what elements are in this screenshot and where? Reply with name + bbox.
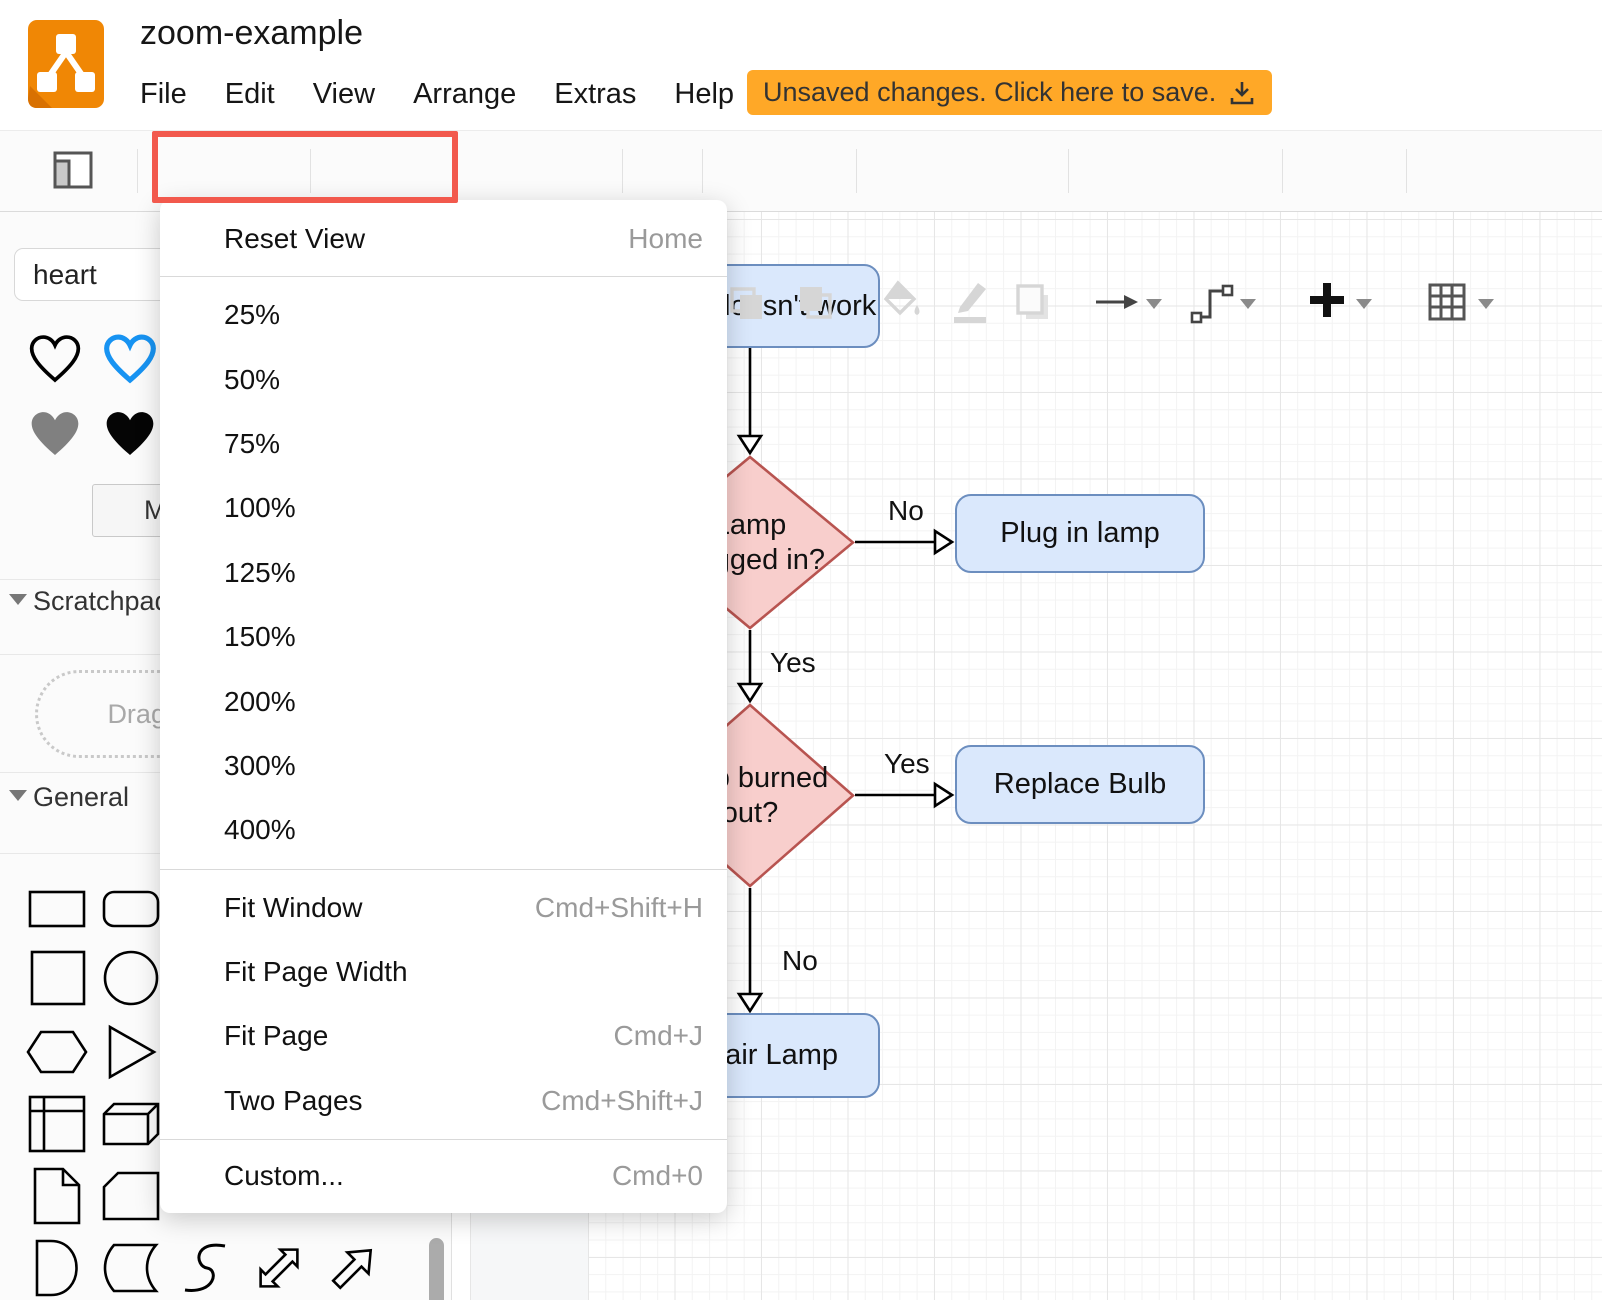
- search-value: heart: [33, 258, 97, 290]
- menubar: File Edit View Arrange Extras Help: [140, 78, 734, 111]
- toolbar-divider: [622, 149, 623, 193]
- document-title: zoom-example: [140, 14, 363, 52]
- unsaved-changes-banner[interactable]: Unsaved changes. Click here to save.: [747, 70, 1273, 115]
- shape-curve[interactable]: [168, 1232, 242, 1300]
- scratchpad-collapse-icon[interactable]: [9, 594, 27, 605]
- table-caret-icon[interactable]: [1478, 299, 1494, 309]
- waypoints-caret-icon[interactable]: [1240, 299, 1256, 309]
- menu-extras[interactable]: Extras: [554, 78, 637, 110]
- flow-edges: [736, 348, 955, 1014]
- edge-label-yes: Yes: [770, 647, 816, 678]
- menu-item-zoom-150[interactable]: 150%: [224, 621, 296, 653]
- menu-item-zoom-200[interactable]: 200%: [224, 685, 296, 717]
- menu-item-zoom-25[interactable]: 25%: [224, 299, 281, 331]
- shape-rectangle[interactable]: [20, 872, 94, 944]
- toolbar-divider: [1068, 149, 1069, 193]
- insert-caret-icon[interactable]: [1356, 299, 1372, 309]
- line-color-icon: [954, 283, 986, 323]
- toolbar-divider: [1406, 149, 1407, 193]
- shape-table[interactable]: [20, 1088, 94, 1160]
- menu-item-fit-page[interactable]: Fit Page Cmd+J: [224, 1020, 703, 1052]
- header: zoom-example File Edit View Arrange Extr…: [0, 0, 1602, 131]
- menu-item-fit-page-width[interactable]: Fit Page Width: [224, 956, 408, 988]
- menu-item-custom-zoom[interactable]: Custom... Cmd+0: [224, 1160, 703, 1192]
- menu-item-two-pages[interactable]: Two Pages Cmd+Shift+J: [224, 1084, 703, 1116]
- menu-item-fit-window[interactable]: Fit Window Cmd+Shift+H: [224, 891, 703, 923]
- toolbar-divider: [1282, 149, 1283, 193]
- shape-note[interactable]: [20, 1160, 94, 1232]
- shape-heart-black[interactable]: [100, 406, 160, 462]
- menu-item-reset-view[interactable]: Reset View Home: [224, 223, 703, 254]
- toolbar-divider: [856, 149, 857, 193]
- toolbar-divider: [137, 149, 138, 193]
- shape-bidirectional-arrow[interactable]: [242, 1232, 316, 1300]
- waypoints-icon[interactable]: [1190, 279, 1234, 325]
- menu-divider: [160, 868, 727, 870]
- shape-square[interactable]: [20, 944, 94, 1016]
- shape-circle[interactable]: [94, 944, 168, 1016]
- menu-divider: [160, 1139, 727, 1141]
- menu-divider: [160, 276, 727, 277]
- section-general[interactable]: General: [33, 782, 130, 812]
- edge-label-no: No: [888, 495, 924, 526]
- insert-icon[interactable]: [1306, 279, 1348, 321]
- to-back-icon: [800, 287, 832, 319]
- connection-icon[interactable]: [1094, 289, 1138, 315]
- toolbar-divider: [310, 149, 311, 193]
- save-download-icon: [1230, 81, 1254, 104]
- shape-tape[interactable]: [94, 1232, 168, 1300]
- to-front-icon: [730, 287, 762, 319]
- edge-label-yes: Yes: [884, 748, 930, 779]
- general-collapse-icon[interactable]: [9, 790, 27, 801]
- shape-heart-blue[interactable]: [100, 331, 160, 387]
- shape-heart-gray[interactable]: [25, 406, 85, 462]
- connection-caret-icon[interactable]: [1146, 299, 1162, 309]
- menu-help[interactable]: Help: [674, 78, 735, 110]
- shape-card[interactable]: [94, 1160, 168, 1232]
- zoom-dropdown-menu: Reset View Home 25% 50% 75% 100% 125% 15…: [160, 200, 727, 1213]
- menu-item-zoom-50[interactable]: 50%: [224, 363, 281, 395]
- menu-edit[interactable]: Edit: [224, 78, 275, 110]
- toggle-panels-icon[interactable]: [52, 147, 94, 193]
- toolbar-divider: [702, 149, 703, 193]
- general-shapes-grid: [20, 872, 430, 1300]
- drawio-logo-icon[interactable]: [28, 20, 104, 108]
- menu-item-zoom-75[interactable]: 75%: [224, 427, 281, 459]
- menu-arrange[interactable]: Arrange: [413, 78, 517, 110]
- shape-triangle[interactable]: [94, 1016, 168, 1088]
- shape-arrow[interactable]: [316, 1232, 390, 1300]
- shape-half-disc[interactable]: [20, 1232, 94, 1300]
- shadow-icon: [1016, 284, 1048, 319]
- menu-item-zoom-125[interactable]: 125%: [224, 556, 296, 588]
- menu-file[interactable]: File: [140, 78, 187, 110]
- sidebar-scrollbar[interactable]: [429, 1238, 444, 1300]
- menu-item-zoom-100[interactable]: 100%: [224, 492, 296, 524]
- shortcut-home: Home: [628, 223, 703, 254]
- menu-item-zoom-400[interactable]: 400%: [224, 814, 296, 846]
- unsaved-changes-label: Unsaved changes. Click here to save.: [763, 77, 1217, 107]
- node-replace-bulb[interactable]: Replace Bulb: [955, 745, 1205, 824]
- shape-rounded-rectangle[interactable]: [94, 872, 168, 944]
- node-plug-in-lamp[interactable]: Plug in lamp: [955, 494, 1205, 573]
- section-scratchpad[interactable]: Scratchpad: [33, 586, 170, 616]
- shape-heart-outline[interactable]: [25, 331, 85, 387]
- menu-view[interactable]: View: [312, 78, 376, 110]
- fill-color-icon: [883, 280, 920, 316]
- shape-hexagon[interactable]: [20, 1016, 94, 1088]
- shape-cube[interactable]: [94, 1088, 168, 1160]
- edge-label-no: No: [782, 945, 818, 976]
- menu-item-zoom-300[interactable]: 300%: [224, 749, 296, 781]
- table-icon[interactable]: [1426, 281, 1468, 323]
